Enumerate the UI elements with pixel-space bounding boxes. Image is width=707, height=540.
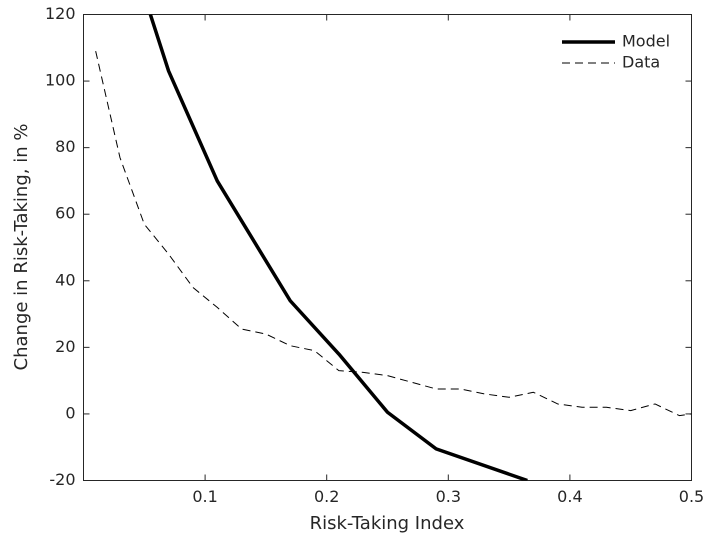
line-series	[95, 51, 692, 417]
y-tick-label: 20	[55, 337, 75, 356]
line-series	[148, 14, 528, 481]
x-axis-label: Risk-Taking Index	[310, 513, 465, 534]
y-tick-label: 0	[65, 403, 75, 422]
x-tick-label: 0.5	[679, 487, 704, 506]
y-tick-label: 60	[55, 204, 75, 223]
plot-lines	[95, 14, 692, 481]
legend-label: Data	[622, 53, 660, 72]
legend-label: Model	[622, 32, 670, 51]
y-tick-label: 80	[55, 137, 75, 156]
y-axis-label: Change in Risk-Taking, in %	[11, 124, 32, 371]
y-tick-label: 100	[45, 71, 76, 90]
x-tick-label: 0.3	[436, 487, 461, 506]
y-tick-label: 120	[45, 4, 76, 23]
plot-area	[83, 14, 692, 481]
y-tick-label: 40	[55, 270, 75, 289]
x-tick-label: 0.4	[557, 487, 582, 506]
x-tick-label: 0.2	[314, 487, 339, 506]
y-tick-label: -20	[49, 470, 75, 489]
x-tick-label: 0.1	[192, 487, 217, 506]
